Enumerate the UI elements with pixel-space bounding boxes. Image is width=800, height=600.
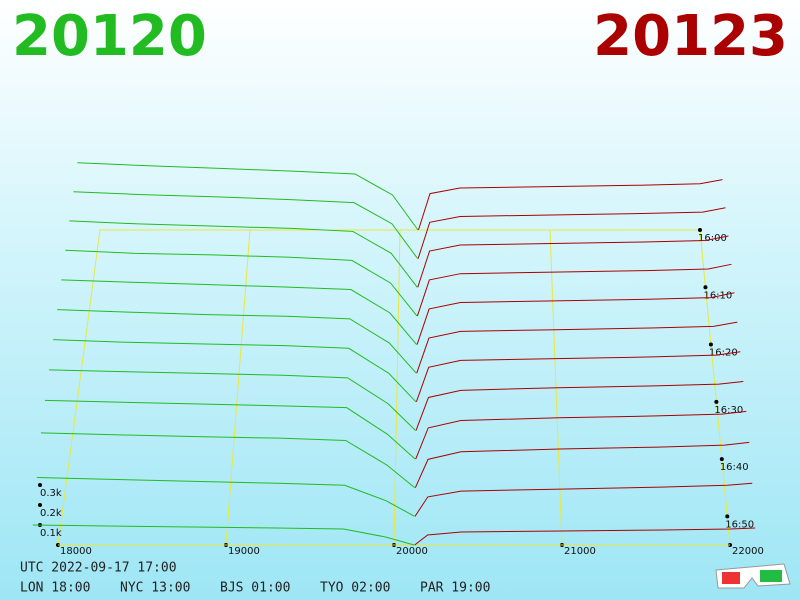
clock: PAR 19:00 (420, 581, 490, 596)
time-tick-label: 16:40 (720, 462, 749, 473)
time-tick-label: 16:20 (709, 348, 738, 359)
time-tick (714, 399, 719, 404)
y-tick (38, 503, 42, 507)
clocks: LON 18:00 NYC 13:00 BJS 01:00 TYO 02:00 PAR … (20, 581, 490, 596)
time-tick (725, 514, 730, 519)
y-tick-label: 0.2k (40, 508, 62, 519)
ask-depth-line (415, 380, 744, 431)
bid-depth-line (53, 339, 417, 403)
y-tick-label: 0.1k (40, 528, 62, 539)
ask-depth-line (417, 235, 729, 288)
ask-depth-line (414, 482, 753, 517)
bid-depth-line (69, 220, 418, 288)
bid-depth-line (77, 162, 419, 231)
bid-depth-line (40, 432, 416, 489)
grid-line (699, 229, 731, 546)
ask-depth-line (415, 410, 747, 460)
grid-line (393, 229, 401, 546)
bid-depth-line (57, 309, 417, 374)
clock: NYC 13:00 (120, 581, 190, 596)
bid-depth-line (73, 191, 419, 259)
time-tick (719, 457, 724, 462)
x-tick-label: 19000 (228, 546, 260, 557)
time-tick (698, 228, 702, 232)
clock: LON 18:00 (20, 581, 90, 596)
time-tick-label: 16:50 (725, 519, 754, 530)
bid-depth-line (44, 399, 416, 460)
y-tick (38, 483, 42, 487)
best-bid: 20120 (12, 4, 207, 69)
y-tick-label: 0.3k (40, 488, 62, 499)
ask-depth-line (415, 351, 741, 402)
ask-depth-line (414, 441, 750, 488)
utc-time: UTC 2022-09-17 17:00 (20, 561, 177, 576)
bid-depth-line (65, 249, 418, 317)
time-tick-label: 16:30 (714, 405, 743, 416)
ask-depth-line (414, 527, 756, 546)
bid-depth-line (61, 279, 417, 345)
plot: 18000 19000 20000 21000 22000 0.1k 0.2k 0.3k 16:… (32, 162, 764, 557)
grid-line (57, 229, 101, 546)
time-tick (703, 285, 708, 290)
3d-glasses-icon[interactable] (715, 563, 791, 589)
x-tick-label: 18000 (60, 546, 92, 557)
bid-depth-line (36, 476, 415, 517)
ask-depth-line (416, 321, 738, 374)
x-tick-label: 20000 (396, 546, 428, 557)
best-ask: 20123 (593, 4, 788, 69)
x-tick-label: 22000 (732, 546, 764, 557)
ask-depth-line (417, 179, 723, 231)
ask-depth-line (416, 263, 732, 317)
clock: BJS 01:00 (220, 581, 290, 596)
ask-depth-line (416, 292, 735, 345)
clock: TYO 02:00 (320, 581, 390, 596)
x-tick-label: 21000 (564, 546, 596, 557)
grid-line (225, 229, 251, 546)
bid-depth-line (49, 369, 416, 431)
time-tick-label: 16:00 (698, 233, 727, 244)
bid-depth-line (32, 524, 415, 546)
ask-depth-line (417, 207, 726, 259)
time-tick (708, 342, 713, 347)
